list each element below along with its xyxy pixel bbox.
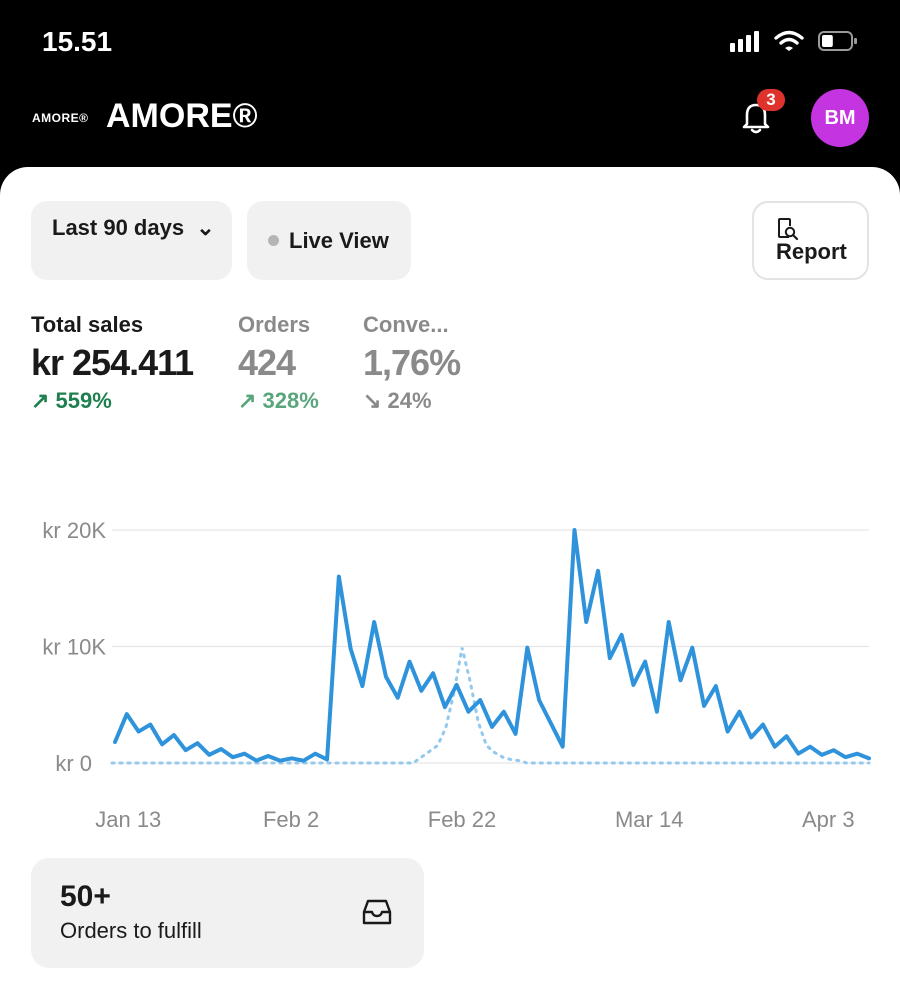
metric-change: ↗ 559%: [31, 388, 112, 413]
orders-to-fulfill-label: Orders to fulfill: [60, 918, 202, 943]
x-tick-label: Mar 14: [615, 807, 683, 832]
store-logo[interactable]: AMORE®: [32, 111, 89, 125]
metric-change: ↗ 328%: [238, 388, 319, 413]
x-tick-label: Feb 22: [428, 807, 497, 832]
status-icons: [730, 30, 858, 52]
status-bar: 15.51: [0, 0, 900, 85]
date-range-label: Last 90 days: [52, 215, 185, 240]
report-button[interactable]: Report: [752, 201, 869, 280]
chevron-down-icon: ⌄: [196, 215, 215, 240]
bell-icon[interactable]: [736, 97, 776, 137]
battery-icon: [818, 31, 857, 51]
live-view-button[interactable]: Live View: [247, 201, 411, 280]
series-line-current: [113, 528, 871, 763]
y-tick-label: kr 10K: [42, 635, 106, 660]
metric-label: Total sales: [31, 312, 144, 337]
metric-value: 1,76%: [363, 342, 461, 383]
metric-label: Orders: [238, 312, 311, 337]
y-tick-label: kr 20K: [42, 518, 106, 543]
store-name[interactable]: AMORE®: [106, 97, 258, 135]
x-tick-label: Jan 13: [95, 807, 161, 832]
orders-to-fulfill-card[interactable]: 50+ Orders to fulfill: [31, 858, 424, 968]
x-tick-label: Apr 3: [802, 807, 855, 832]
report-search-icon: [778, 218, 799, 241]
cellular-signal-icon: [730, 31, 759, 52]
metric-conversion[interactable]: Conve... 1,76% ↘ 24%: [363, 312, 461, 414]
y-tick-label: kr 0: [55, 751, 92, 776]
metric-orders[interactable]: Orders 424 ↗ 328%: [238, 312, 319, 414]
orders-to-fulfill-count: 50+: [60, 880, 111, 913]
metric-value: kr 254.411: [31, 342, 194, 383]
wifi-icon: [774, 30, 804, 51]
date-range-button[interactable]: Last 90 days ⌄: [31, 201, 232, 280]
series-line-previous: [110, 647, 871, 765]
inbox-icon: [362, 899, 392, 925]
sales-chart[interactable]: kr 20K kr 10K kr 0 Jan 13 Feb 2 Feb 22 Mar 14 A…: [0, 497, 900, 837]
metric-value: 424: [238, 342, 296, 383]
status-time: 15.51: [42, 26, 113, 57]
avatar[interactable]: BM: [811, 89, 869, 147]
live-status-dot: [268, 235, 279, 246]
sales-chart-svg: kr 20K kr 10K kr 0 Jan 13 Feb 2 Feb 22 Mar 14 A…: [42, 518, 871, 832]
dashboard-sheet: Last 90 days ⌄ Live View Report Total sa…: [0, 167, 900, 1007]
metric-total-sales[interactable]: Total sales kr 254.411 ↗ 559%: [31, 312, 194, 414]
app-header: AMORE® AMORE® 3 BM: [0, 85, 900, 167]
live-view-label: Live View: [289, 227, 389, 253]
notification-badge: 3: [757, 89, 785, 111]
report-label: Report: [776, 239, 847, 264]
x-tick-label: Feb 2: [263, 807, 319, 832]
metric-change: ↘ 24%: [363, 388, 432, 413]
metric-label: Conve...: [363, 312, 449, 337]
